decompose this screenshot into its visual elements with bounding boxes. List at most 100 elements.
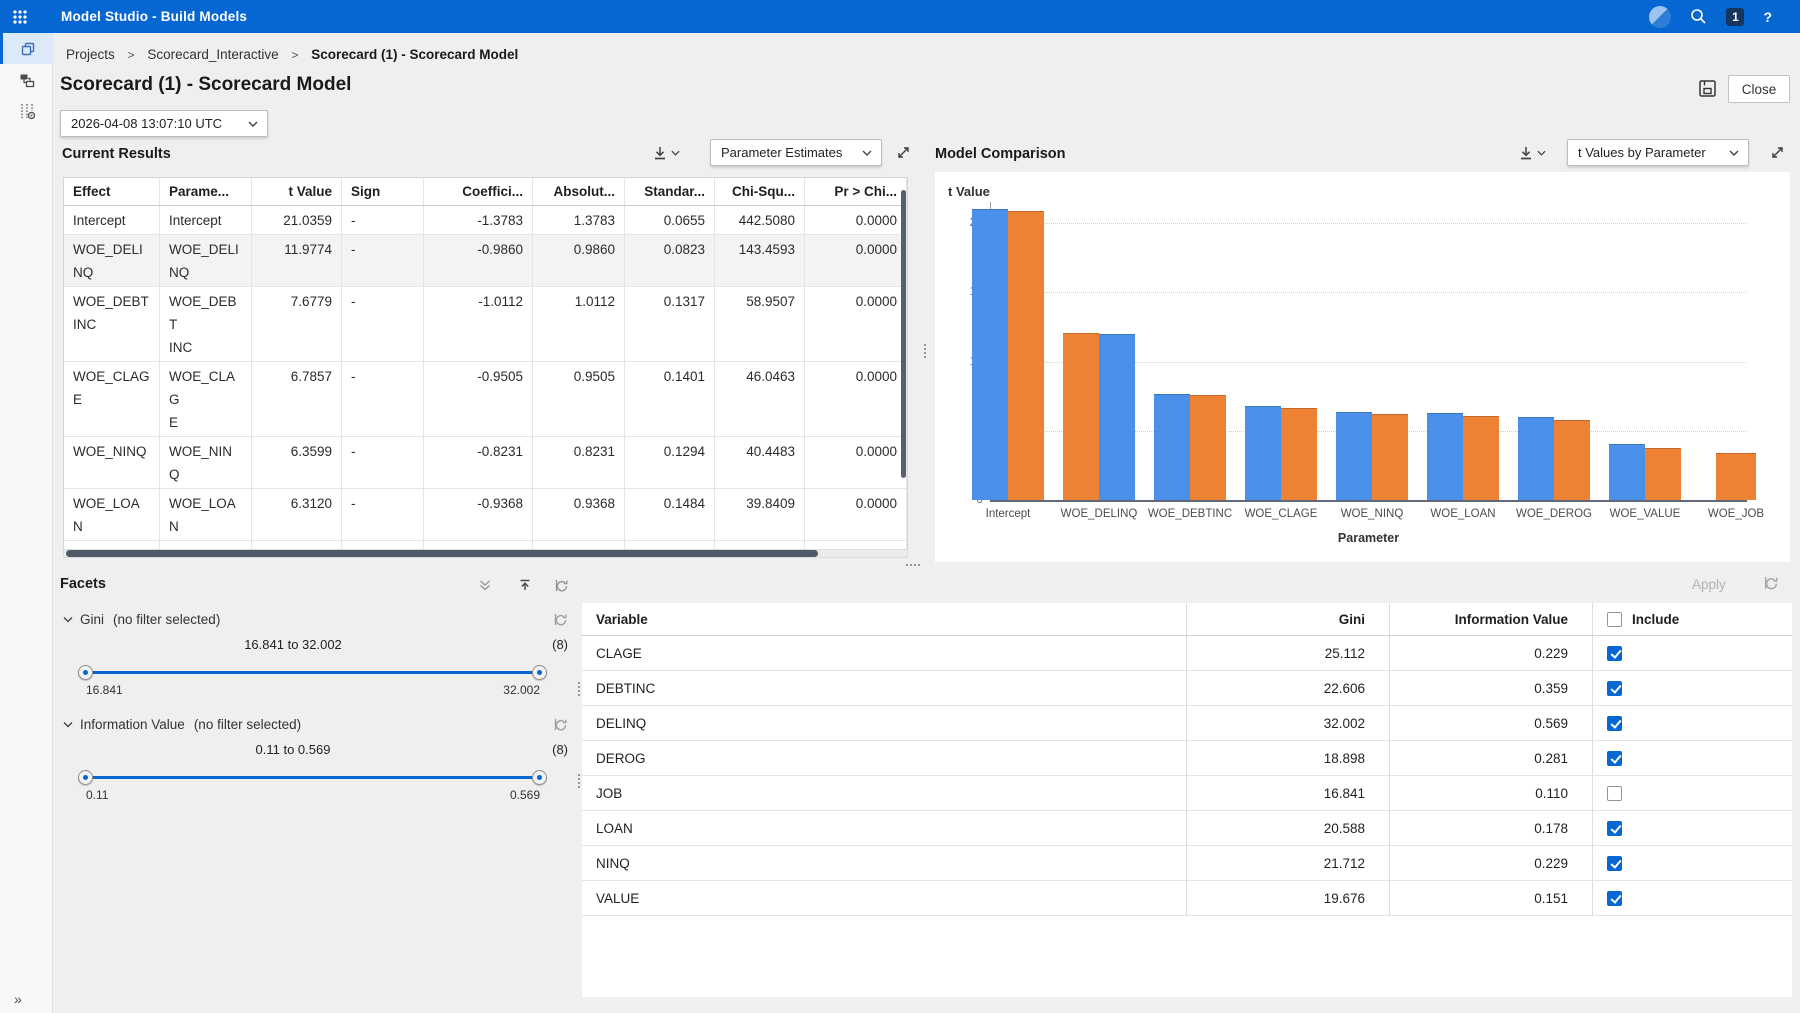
chart-bar[interactable] (1099, 334, 1135, 500)
variable-name-cell: JOB (582, 776, 1187, 810)
sidebar-item-settings[interactable] (0, 95, 53, 126)
table-cell: -0.9505 (424, 362, 533, 437)
facet-range-slider[interactable] (53, 661, 580, 683)
table-row[interactable]: WOE_CLAG EWOE_CLAG E6.7857--0.95050.9505… (64, 362, 907, 437)
variable-row[interactable]: JOB16.8410.110 (582, 776, 1792, 811)
timestamp-select[interactable]: 2026-04-08 13:07:10 UTC (60, 110, 268, 137)
notification-badge[interactable]: 1 (1726, 8, 1744, 26)
facet-header[interactable]: Gini(no filter selected) (53, 612, 580, 627)
column-header[interactable]: t Value (252, 178, 342, 206)
chart-bar[interactable] (972, 209, 1008, 500)
vertical-splitter-handle[interactable] (578, 774, 580, 776)
slider-handle-min[interactable] (78, 665, 93, 680)
slider-handle-min[interactable] (78, 770, 93, 785)
facets-title: Facets (60, 576, 106, 592)
column-header[interactable]: Absolut... (533, 178, 625, 206)
vertical-splitter-handle[interactable] (578, 682, 580, 684)
chart-bar[interactable] (1154, 394, 1190, 500)
slider-track[interactable] (85, 776, 540, 779)
app-grid-icon[interactable] (13, 10, 27, 24)
column-header-variable[interactable]: Variable (582, 603, 1187, 635)
column-header-gini[interactable]: Gini (1187, 603, 1390, 635)
column-header[interactable]: Pr > Chi... (805, 178, 907, 206)
sidebar-item-compare[interactable] (0, 64, 53, 95)
include-checkbox[interactable] (1607, 681, 1622, 696)
facet-reset-icon[interactable] (553, 717, 568, 732)
slider-track[interactable] (85, 671, 540, 674)
breadcrumb-separator: > (128, 48, 135, 62)
column-header[interactable]: Effect (64, 178, 160, 206)
table-row[interactable]: WOE_DEBT INCWOE_DEBT INC7.6779--1.01121.… (64, 287, 907, 362)
facets-filter-icon[interactable] (478, 578, 492, 592)
include-checkbox[interactable] (1607, 786, 1622, 801)
column-header[interactable]: Sign (342, 178, 424, 206)
include-checkbox[interactable] (1607, 891, 1622, 906)
chart-bar[interactable] (1063, 333, 1099, 500)
download-icon[interactable] (1518, 145, 1546, 161)
chart-bar[interactable] (1008, 211, 1044, 500)
variable-row[interactable]: CLAGE25.1120.229 (582, 636, 1792, 671)
horizontal-scrollbar-thumb[interactable] (66, 550, 818, 557)
maximize-icon[interactable] (1770, 145, 1785, 160)
column-header[interactable]: Parame... (160, 178, 252, 206)
vertical-scrollbar[interactable] (901, 190, 906, 478)
chart-bar[interactable] (1716, 453, 1756, 500)
chart-bar[interactable] (1427, 413, 1463, 500)
search-icon[interactable] (1690, 8, 1707, 25)
breadcrumb-projects[interactable]: Projects (66, 47, 115, 62)
include-checkbox[interactable] (1607, 716, 1622, 731)
column-header[interactable]: Standar... (625, 178, 715, 206)
variable-row[interactable]: NINQ21.7120.229 (582, 846, 1792, 881)
variables-reset-icon[interactable] (1763, 575, 1779, 591)
chart-bar[interactable] (1518, 417, 1554, 500)
chart-bar[interactable] (1463, 416, 1499, 500)
breadcrumb-project-name[interactable]: Scorecard_Interactive (147, 47, 278, 62)
chart-bar[interactable] (1372, 414, 1408, 500)
parameter-estimates-table[interactable]: EffectParame...t ValueSignCoeffici...Abs… (63, 177, 908, 557)
results-view-select[interactable]: Parameter Estimates (710, 139, 882, 166)
facet-header[interactable]: Information Value(no filter selected) (53, 717, 580, 732)
chart-bar[interactable] (1554, 420, 1590, 500)
help-icon[interactable]: ? (1763, 9, 1772, 25)
column-header-information-value[interactable]: Information Value (1390, 603, 1593, 635)
facets-collapse-all-icon[interactable] (518, 578, 532, 592)
variable-row[interactable]: VALUE19.6760.151 (582, 881, 1792, 916)
comparison-view-select[interactable]: t Values by Parameter (1567, 139, 1749, 166)
variable-row[interactable]: DELINQ32.0020.569 (582, 706, 1792, 741)
chart-bar[interactable] (1245, 406, 1281, 500)
include-checkbox[interactable] (1607, 821, 1622, 836)
sidebar-item-pipelines[interactable] (0, 33, 53, 64)
include-all-checkbox[interactable] (1607, 612, 1622, 627)
vertical-splitter-handle[interactable] (924, 344, 926, 346)
close-button[interactable]: Close (1728, 75, 1790, 103)
column-header[interactable]: Coeffici... (424, 178, 533, 206)
variable-row[interactable]: DEROG18.8980.281 (582, 741, 1792, 776)
expand-sidebar-icon[interactable]: » (14, 991, 22, 1007)
variable-row[interactable]: LOAN20.5880.178 (582, 811, 1792, 846)
slider-handle-max[interactable] (532, 770, 547, 785)
facets-reset-icon[interactable] (554, 578, 569, 593)
table-row[interactable]: WOE_DELI NQWOE_DELI NQ11.9774--0.98600.9… (64, 235, 907, 287)
chart-bar[interactable] (1281, 408, 1317, 500)
slider-handle-max[interactable] (532, 665, 547, 680)
include-checkbox[interactable] (1607, 751, 1622, 766)
variable-row[interactable]: DEBTINC22.6060.359 (582, 671, 1792, 706)
column-header[interactable]: Chi-Squ... (715, 178, 805, 206)
include-checkbox[interactable] (1607, 856, 1622, 871)
save-report-icon[interactable] (1697, 78, 1719, 100)
chart-bar[interactable] (1609, 444, 1645, 500)
table-cell: 0.0000 (805, 437, 907, 489)
horizontal-splitter-handle[interactable] (906, 564, 908, 566)
include-checkbox[interactable] (1607, 646, 1622, 661)
maximize-icon[interactable] (896, 145, 911, 160)
chart-bar[interactable] (1190, 395, 1226, 500)
apply-button[interactable]: Apply (1692, 577, 1726, 592)
facet-range-slider[interactable] (53, 766, 580, 788)
table-row[interactable]: WOE_LOA NWOE_LOA N6.3120--0.93680.93680.… (64, 489, 907, 541)
table-row[interactable]: WOE_NINQWOE_NINQ6.3599--0.82310.82310.12… (64, 437, 907, 489)
chart-bar[interactable] (1336, 412, 1372, 500)
facet-reset-icon[interactable] (553, 612, 568, 627)
table-row[interactable]: InterceptIntercept21.0359--1.37831.37830… (64, 206, 907, 235)
chart-bar[interactable] (1645, 448, 1681, 500)
download-icon[interactable] (652, 145, 680, 161)
